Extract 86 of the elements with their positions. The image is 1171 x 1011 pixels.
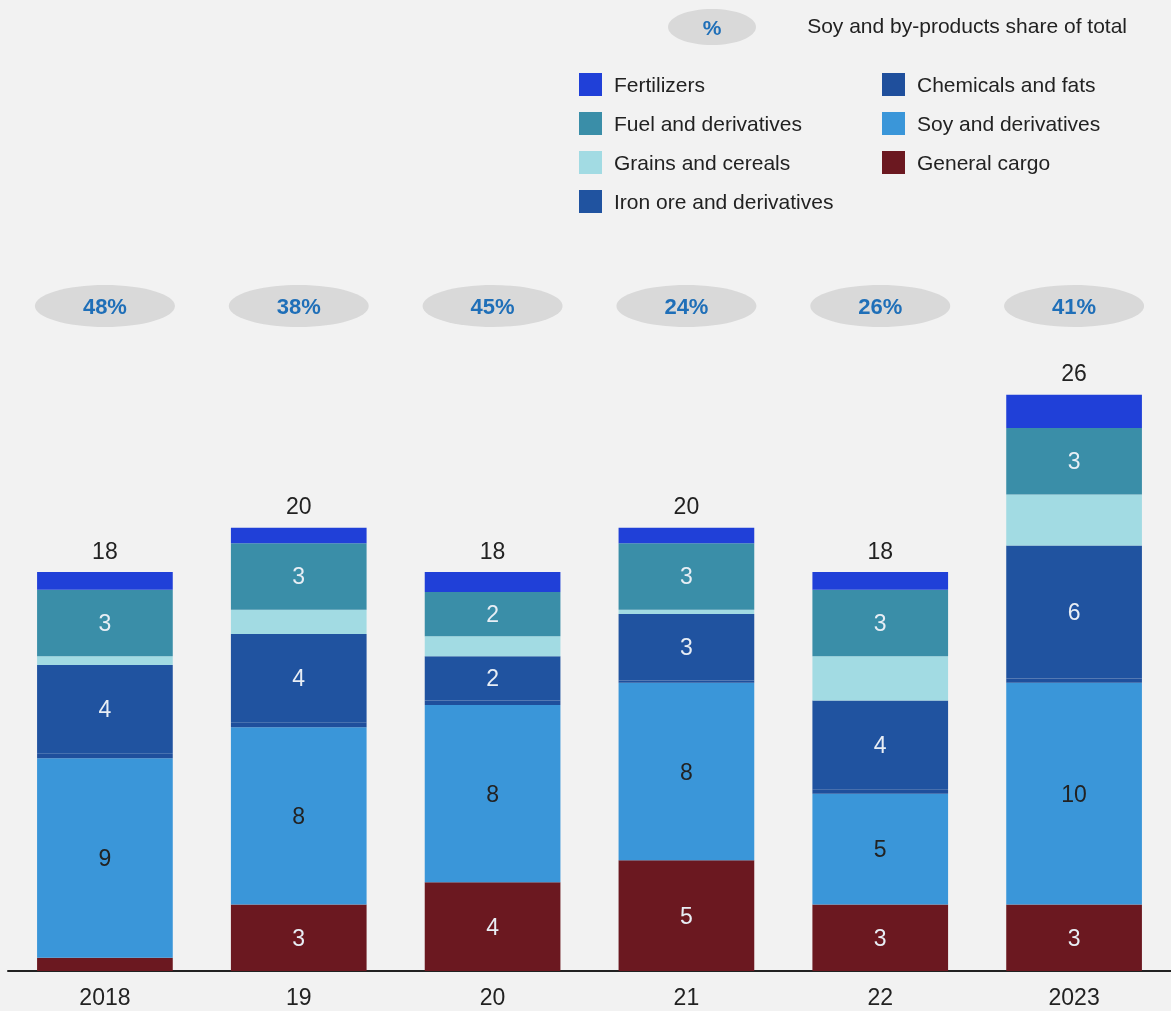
data-label: 3: [292, 924, 306, 951]
bar: [424, 572, 561, 592]
data-label: 8: [486, 780, 499, 807]
bar: [618, 609, 755, 615]
legend-label: Fuel and derivatives: [614, 112, 802, 135]
data-label: 4: [292, 665, 306, 692]
total-label: 20: [673, 493, 700, 520]
legend-label: Grains and cereals: [614, 151, 791, 174]
bar: [1006, 545, 1142, 679]
bar: [618, 682, 755, 861]
bar: [230, 727, 367, 905]
total-label: 20: [285, 493, 312, 520]
x-tick-label: 19: [285, 983, 312, 1010]
text: 24%: [664, 293, 709, 319]
legend-label: Soy and derivatives: [917, 112, 1101, 135]
bar: [1006, 394, 1142, 428]
data-label: 3: [1067, 448, 1081, 475]
bar: [1006, 494, 1142, 546]
data-label: 3: [873, 924, 887, 951]
bar: [812, 793, 949, 905]
data-label: 3: [680, 634, 693, 661]
data-label: 8: [680, 758, 693, 785]
data-label: 10: [1061, 780, 1087, 807]
bar: [230, 904, 367, 971]
data-label: 5: [873, 836, 887, 863]
data-label: 3: [1067, 924, 1081, 951]
total-label: 26: [1061, 360, 1087, 387]
text: 45%: [470, 293, 515, 319]
total-label: 18: [479, 537, 506, 564]
bar: [424, 882, 561, 971]
bar: [230, 634, 367, 723]
data-label: 6: [1067, 598, 1081, 625]
text: 48%: [82, 293, 127, 319]
bar: [1006, 904, 1142, 971]
total-label: 18: [867, 537, 894, 564]
text: Soy and by-products share of total: [807, 14, 1128, 37]
bar: [37, 656, 173, 666]
x-tick-label: 2018: [79, 983, 131, 1010]
text: 41%: [1052, 293, 1097, 319]
data-label: 8: [292, 802, 306, 829]
legend-label: General cargo: [917, 151, 1051, 174]
text: 26%: [858, 293, 903, 319]
total-label: 18: [92, 537, 118, 564]
x-tick-label: 21: [673, 983, 700, 1010]
bar: [618, 543, 755, 610]
bar: [230, 543, 367, 610]
x-tick-label: 2023: [1048, 983, 1100, 1010]
bar: [37, 572, 173, 590]
data-label: 2: [486, 601, 499, 628]
data-label: 2: [486, 665, 499, 692]
bar: [424, 591, 561, 637]
bar: [230, 527, 367, 544]
bar: [618, 614, 755, 681]
bar: [37, 589, 173, 657]
data-label: 3: [680, 563, 693, 590]
legend-label: Chemicals and fats: [917, 73, 1096, 96]
bar: [812, 589, 949, 657]
x-tick-label: 20: [479, 983, 506, 1010]
x-tick-label: 22: [867, 983, 894, 1010]
bar: [618, 527, 755, 544]
bar: [812, 904, 949, 971]
legend-label: Iron ore and derivatives: [614, 190, 834, 213]
data-label: 4: [486, 913, 500, 940]
data-label: 4: [873, 731, 887, 758]
bar: [424, 656, 561, 701]
legend-label: Fertilizers: [614, 73, 706, 96]
bar: [424, 636, 561, 657]
bar: [812, 572, 949, 590]
bar: [1006, 682, 1142, 905]
text: %: [702, 15, 722, 39]
bar: [37, 957, 173, 971]
data-label: 3: [873, 609, 887, 636]
data-label: 4: [98, 696, 112, 723]
data-label: 9: [98, 844, 112, 871]
bar: [1006, 427, 1142, 495]
data-label: 3: [98, 609, 112, 636]
bar: [618, 860, 755, 971]
bar: [37, 758, 173, 958]
bar: [424, 705, 561, 883]
data-label: 3: [292, 563, 306, 590]
bar: [230, 609, 367, 635]
bar: [812, 700, 949, 790]
text: 38%: [276, 293, 321, 319]
bar: [37, 665, 173, 754]
bar: [812, 656, 949, 701]
data-label: 5: [680, 902, 693, 929]
